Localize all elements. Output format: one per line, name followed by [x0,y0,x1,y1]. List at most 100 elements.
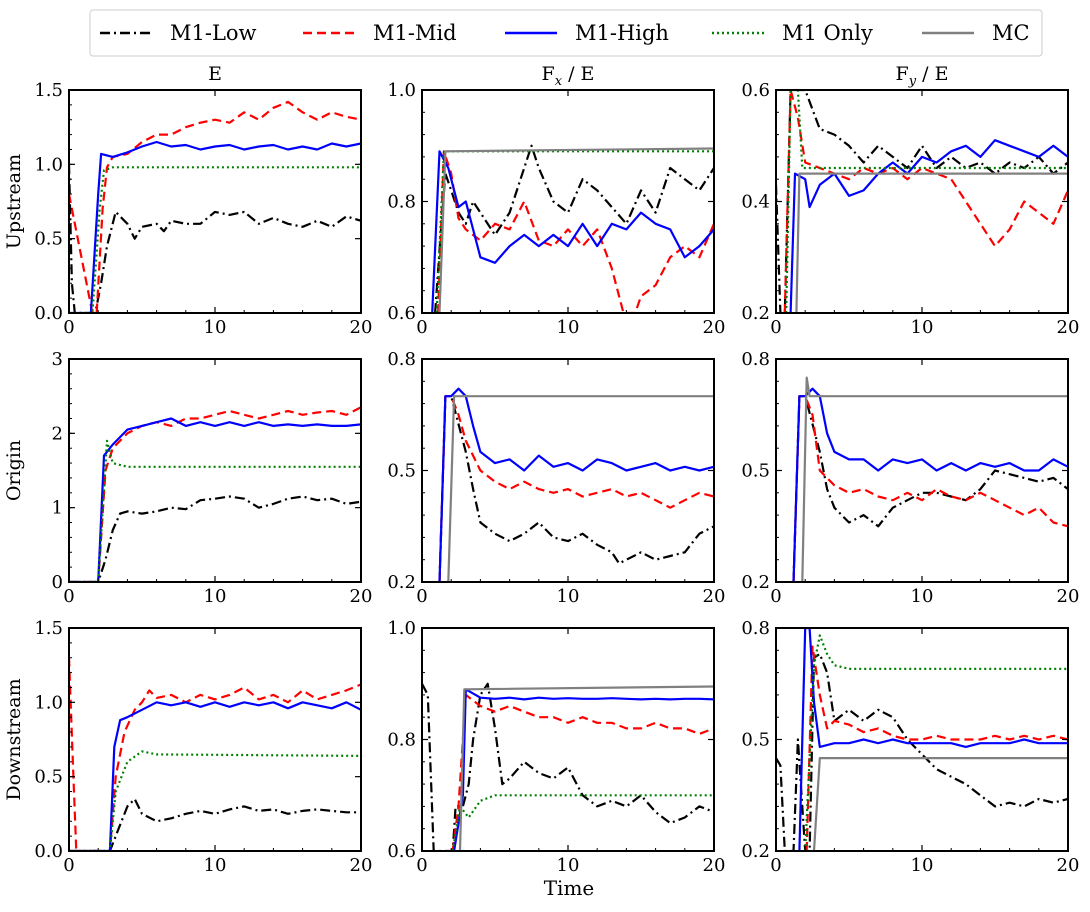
panel-r1-c0: 0 10 20 0 1 2 3 [52,349,373,607]
series-line-m1-mid [438,395,714,582]
panel-r2-c1: 0 10 20 0.6 0.8 1.0 [387,618,725,876]
panel-r0-c2: 0 10 20 0.2 0.4 0.6 [741,80,1079,338]
shared-x-axis-label: Time [544,876,595,900]
x-tick-label: 0 [770,317,781,338]
y-tick-label: 0.6 [741,80,770,101]
x-tick-label: 0 [770,855,781,876]
x-tick-label: 10 [204,586,227,607]
column-title-2: Fy / E [896,63,949,89]
plot-frame [68,358,362,583]
x-tick-label: 20 [1057,586,1080,607]
series-line-m1-only [804,634,1068,851]
series-line-m1-low [69,495,361,582]
x-tick-label: 10 [204,317,227,338]
x-tick-label: 10 [204,855,227,876]
panel-r0-c1: 0 10 20 0.6 0.8 1.0 [387,80,725,338]
plot-frame [68,89,362,314]
legend-entry-m1-mid: M1-Mid [303,21,457,45]
series-line-m1-mid [805,645,1068,851]
x-tick-label: 0 [416,855,427,876]
x-tick-label: 10 [911,855,934,876]
series-group [438,387,714,582]
series-line-m1-high [69,140,361,313]
legend-entry-mc: MC [922,21,1030,45]
y-tick-label: 0.2 [741,572,770,593]
y-tick-label: 0.0 [34,841,63,862]
series-group [69,657,361,851]
x-tick-label: 10 [557,317,580,338]
series-line-m1-only [451,794,714,851]
series-group [69,100,361,313]
series-line-mc [458,685,714,851]
panel-r1-c1: 0 10 20 0.2 0.5 0.8 [387,349,725,607]
y-tick-label: 0.8 [741,349,770,370]
row-label-downstream: Downstream [3,678,25,800]
series-line-mc [447,395,714,582]
y-tick-label: 1 [52,498,63,519]
x-tick-label: 20 [703,855,726,876]
y-tick-label: 0.0 [34,303,63,324]
legend-entry-m1-high: M1-High [505,21,669,45]
series-line-m1-low [434,144,714,313]
y-tick-label: 0.5 [34,767,63,788]
y-tick-label: 0.5 [34,229,63,250]
x-tick-label: 10 [911,586,934,607]
y-tick-label: 0.4 [741,192,770,213]
panel-r2-c0: 0 10 20 0.0 0.5 1.0 1.5 [34,618,372,876]
x-tick-label: 10 [911,317,934,338]
x-tick-label: 10 [557,855,580,876]
y-tick-label: 0.8 [387,192,416,213]
y-tick-label: 3 [52,349,63,370]
series-line-m1-only [435,150,714,313]
series-line-mc [812,757,1068,851]
x-tick-label: 0 [770,586,781,607]
legend-label-m1-high: M1-High [575,21,669,45]
panel-r1-c2: 0 10 20 0.2 0.5 0.8 [741,349,1079,607]
series-line-m1-only [69,166,361,313]
y-tick-label: 0.2 [387,572,416,593]
y-tick-label: 2 [52,423,63,444]
x-tick-label: 0 [63,317,74,338]
x-tick-label: 20 [350,317,373,338]
series-line-m1-high [453,688,714,851]
legend-label-mc: MC [992,21,1030,45]
x-tick-label: 20 [350,586,373,607]
x-tick-label: 20 [1057,317,1080,338]
series-line-m1-low [438,395,714,582]
series-line-m1-high [798,628,1068,851]
series-line-m1-mid [451,693,714,851]
y-tick-label: 0 [52,572,63,593]
series-group [431,144,714,313]
x-tick-label: 20 [1057,855,1080,876]
series-line-m1-only [69,750,361,851]
column-title-0: E [208,63,222,85]
series-line-m1-mid [437,150,714,313]
y-tick-label: 1.5 [34,80,63,101]
series-line-m1-low [776,652,1068,851]
y-tick-label: 0.5 [741,461,770,482]
series-line-m1-high [792,387,1068,582]
legend-entry-m1-low: M1-Low [100,21,257,45]
legend-label-m1-low: M1-Low [170,21,257,45]
row-label-origin: Origin [3,440,25,501]
y-tick-label: 0.5 [387,461,416,482]
series-line-m1-mid [792,395,1068,582]
series-group [422,682,714,851]
legend-entry-m1-only: M1 Only [712,21,873,45]
series-line-mc [795,172,1068,313]
panel-r0-c0: 0 10 20 0.0 0.5 1.0 1.5 [34,80,372,338]
x-tick-label: 20 [350,855,373,876]
y-tick-label: 0.2 [741,841,770,862]
y-tick-label: 1.5 [34,618,63,639]
series-line-m1-high [789,139,1068,313]
x-tick-label: 20 [703,317,726,338]
x-tick-label: 20 [703,586,726,607]
legend-label-m1-mid: M1-Mid [373,21,457,45]
series-line-m1-mid [69,406,361,582]
series-line-m1-low [792,395,1068,582]
row-label-upstream: Upstream [3,154,25,249]
series-group [69,406,361,582]
y-tick-label: 0.8 [387,349,416,370]
series-line-m1-mid [783,90,1068,313]
